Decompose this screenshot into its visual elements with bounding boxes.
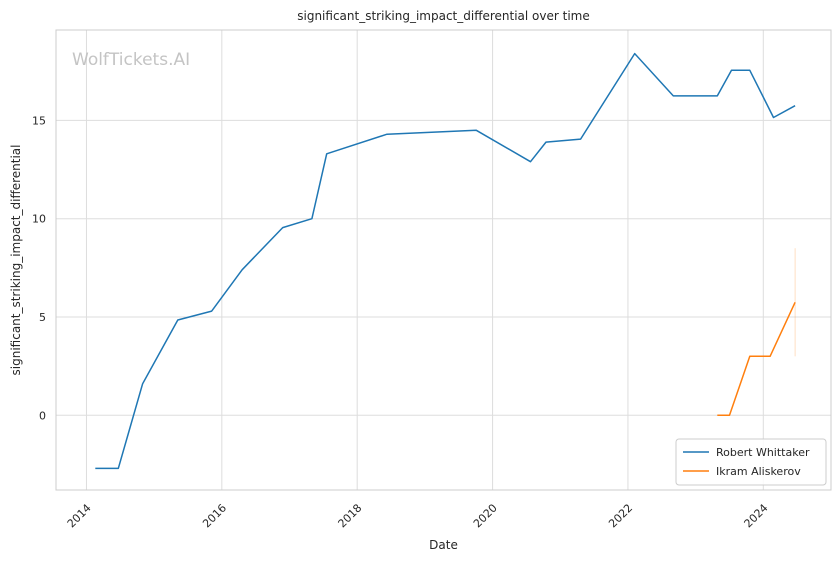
legend-box — [675, 438, 827, 486]
watermark: WolfTickets.AI — [72, 50, 190, 70]
y-tick-label: 15 — [32, 114, 46, 127]
x-tick-label: 2016 — [200, 501, 229, 530]
legend-label: Ikram Aliskerov — [716, 465, 801, 478]
plot-frame — [55, 29, 832, 491]
x-tick-label: 2024 — [742, 501, 771, 530]
series-line-2 — [717, 301, 796, 417]
legend-label: Robert Whittaker — [716, 446, 810, 459]
y-tick-label: 5 — [39, 311, 46, 324]
y-tick-label: 0 — [39, 409, 46, 422]
grid-lines — [56, 30, 831, 490]
x-axis-label: Date — [429, 538, 458, 552]
legend: Robert Whittaker Ikram Aliskerov — [675, 438, 827, 486]
chart-title: significant_striking_impact_differential… — [297, 9, 589, 23]
series-layer — [95, 52, 796, 470]
x-tick-label: 2014 — [65, 501, 94, 530]
series-line-1 — [95, 52, 796, 470]
y-axis-label: significant_striking_impact_differential — [9, 145, 23, 376]
x-tick-label: 2018 — [336, 501, 365, 530]
x-tick-label: 2022 — [606, 501, 635, 530]
y-axis-ticks: 0 5 10 15 — [32, 114, 46, 422]
x-axis-ticks: 2014 2016 2018 2020 2022 2024 — [65, 501, 771, 530]
y-tick-label: 10 — [32, 213, 46, 226]
x-tick-label: 2020 — [471, 501, 500, 530]
